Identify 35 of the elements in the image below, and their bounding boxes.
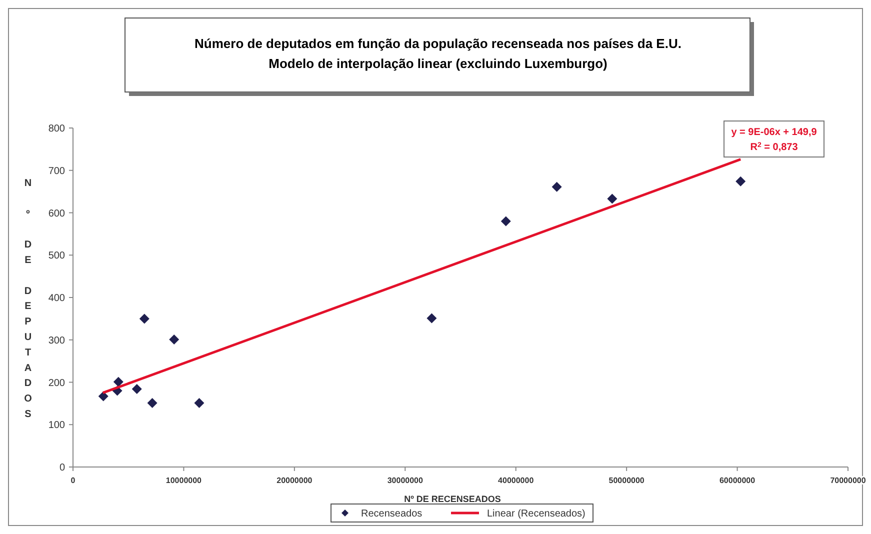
- point: [736, 176, 746, 186]
- y-tick-label: 800: [48, 124, 66, 134]
- y-tick-label: 600: [48, 208, 66, 220]
- point: [132, 384, 142, 394]
- point: [194, 398, 204, 408]
- chart-title: Número de deputados em função da população recenseada nos países da E.U.: [194, 36, 682, 51]
- point: [147, 398, 158, 408]
- text: N º DE DEPUTADOS: [24, 178, 32, 420]
- x-tick-label: 20000000: [276, 476, 313, 485]
- point: [98, 391, 108, 402]
- y-tick-label: 300: [48, 335, 66, 346]
- point: [552, 182, 562, 192]
- y-tick-label: 400: [48, 293, 66, 304]
- point: [169, 334, 180, 344]
- legend-label: Recenseados: [361, 508, 422, 520]
- y-tick-label: 100: [48, 420, 66, 432]
- y-tick-label: 0: [59, 462, 66, 474]
- point: [607, 194, 618, 204]
- x-tick-label: 10000000: [166, 476, 202, 485]
- annotation: y = 9E-06x + 149,9 R$^{2}$ = 0,873: [731, 127, 818, 153]
- x-tick-label: 30000000: [387, 476, 424, 485]
- point: [139, 314, 150, 324]
- point: [113, 376, 124, 387]
- legend-label: Linear (Recenseados): [487, 508, 586, 520]
- chart-subtitle: Modelo de interpolação linear (excluindo Luxemburgo): [268, 56, 608, 71]
- x-tick-label: 40000000: [498, 476, 534, 485]
- x-tick-label: 0: [70, 476, 76, 485]
- x-axis-title: Nº DE RECENSEADOS: [404, 494, 501, 504]
- point: [426, 313, 437, 324]
- y-tick-label: 200: [48, 378, 66, 389]
- x-tick-label: 60000000: [719, 476, 756, 485]
- point: [500, 216, 511, 226]
- y-tick-label: 500: [48, 250, 66, 262]
- y-tick-label: 700: [48, 166, 66, 177]
- x-tick-label: 50000000: [608, 476, 645, 485]
